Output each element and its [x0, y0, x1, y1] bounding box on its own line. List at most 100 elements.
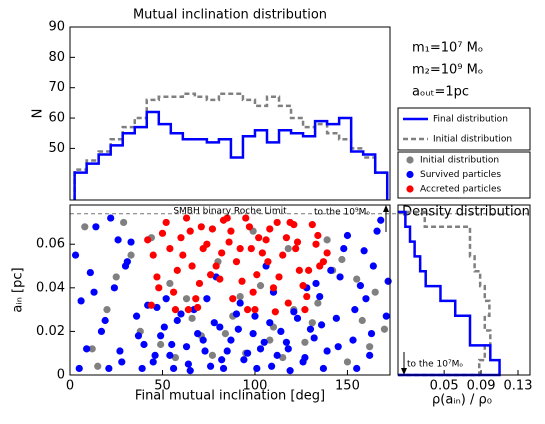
scatter-point	[316, 292, 324, 301]
scatter-point	[149, 358, 157, 366]
scatter-point	[314, 299, 322, 307]
scatter-point	[149, 251, 157, 259]
scatter-point	[236, 244, 244, 253]
scatter-point	[301, 306, 309, 314]
scatter-point	[110, 284, 118, 292]
scatter-point	[168, 340, 176, 349]
scatter-point	[279, 251, 287, 259]
scatter-point	[332, 314, 340, 322]
scatter-point	[188, 314, 196, 322]
scatter-point	[138, 364, 146, 373]
scatter-point	[353, 364, 361, 373]
scatter-point	[256, 345, 265, 353]
scatter-point	[293, 314, 302, 322]
scatter-point	[169, 288, 178, 296]
scatter-point	[162, 218, 170, 227]
scatter-point	[238, 277, 246, 285]
scatter-point	[192, 295, 200, 303]
scatter-point	[282, 234, 291, 242]
scatter-point	[158, 229, 167, 237]
scatter-point	[310, 334, 318, 342]
scatter-point	[284, 345, 292, 353]
legend-label: Accreted particles	[420, 185, 502, 195]
scatter-point	[188, 262, 196, 270]
scatter-point	[366, 343, 374, 351]
scatter-point	[380, 325, 389, 333]
scatter-point	[286, 367, 294, 375]
scatter-point	[273, 351, 281, 359]
scatter-point	[369, 262, 377, 270]
scatter-point	[194, 329, 202, 338]
scatter-point	[195, 279, 204, 288]
density-step	[398, 210, 501, 377]
scatter-point	[186, 227, 194, 235]
scatter-point	[184, 306, 192, 314]
scatter-point	[227, 336, 235, 344]
y-tick-label: 60	[48, 111, 65, 126]
scatter-point	[153, 303, 161, 312]
x-tick-label: 0.13	[504, 379, 533, 394]
scatter-point	[234, 325, 242, 333]
scatter-point	[382, 312, 390, 320]
x-tick-label: 0.05	[430, 379, 459, 394]
scatter-point	[312, 279, 320, 288]
plot-frame	[69, 26, 391, 201]
scatter-point	[94, 362, 102, 370]
histogram-step	[73, 110, 389, 200]
scatter-point	[116, 347, 124, 355]
y-tick-label: 0.06	[36, 237, 65, 252]
y-tick-label: 0.02	[36, 324, 65, 339]
scatter-point	[112, 273, 120, 281]
scatter-point	[266, 336, 274, 344]
scatter-point	[319, 364, 328, 373]
scatter-point	[186, 367, 194, 375]
scatter-point	[173, 266, 181, 274]
scatter-point	[127, 238, 135, 246]
scatter-point	[177, 310, 185, 318]
scatter-point	[247, 244, 255, 253]
scatter-point	[377, 216, 385, 224]
arrow-label: to the 10⁹Mₒ	[314, 208, 370, 218]
scatter-point	[303, 292, 311, 301]
scatter-point	[316, 262, 324, 270]
scatter-point	[242, 214, 250, 222]
scatter-point	[162, 295, 170, 303]
legend-label: Initial distribution	[433, 135, 512, 145]
scatter-point	[366, 351, 374, 359]
scatter-point	[169, 364, 178, 373]
scatter-point	[253, 271, 261, 279]
scatter-point	[255, 234, 263, 242]
scatter-point	[275, 273, 283, 281]
scatter-point	[225, 238, 233, 246]
scatter-point	[81, 223, 89, 231]
x-tick-label: 50	[154, 379, 171, 394]
scatter-point	[157, 332, 165, 340]
legend-label: Final distribution	[433, 115, 508, 125]
scatter-point	[367, 329, 376, 338]
scatter-point	[114, 236, 122, 244]
panel-title: Density distribution	[402, 205, 530, 220]
legend-box	[397, 151, 531, 199]
scatter-point	[308, 319, 316, 327]
scatter-point	[203, 295, 211, 303]
scatter-point	[197, 223, 205, 231]
scatter-point	[334, 343, 342, 351]
scatter-point	[340, 244, 348, 253]
scatter-point	[258, 249, 266, 257]
scatter-point	[282, 338, 291, 346]
scatter-point	[103, 306, 111, 314]
scatter-point	[216, 323, 224, 331]
scatter-point	[229, 295, 237, 303]
scatter-point	[236, 292, 244, 301]
scatter-point	[269, 284, 278, 292]
legend-label: Initial distribution	[420, 156, 499, 166]
plot-frame	[397, 204, 531, 376]
scatter-point	[118, 358, 126, 366]
scatter-point	[266, 225, 274, 233]
scatter-point	[312, 240, 320, 248]
x-tick-label: 0	[66, 379, 74, 394]
legend-marker	[406, 170, 414, 179]
scatter-point	[97, 327, 106, 336]
